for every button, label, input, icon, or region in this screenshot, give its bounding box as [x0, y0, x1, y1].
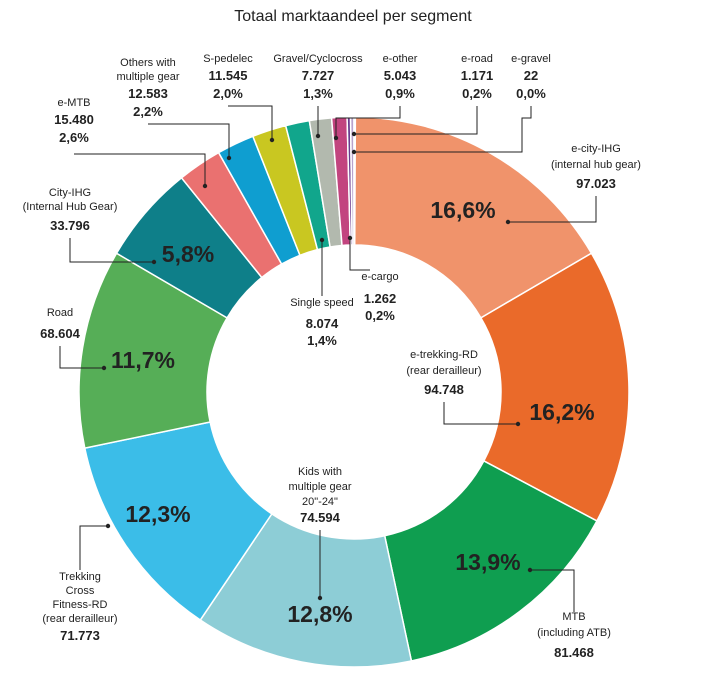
label-e-road-name-0: e-road	[461, 53, 493, 65]
label-mtb-including-atb-percent: 13,9%	[455, 549, 520, 575]
leader-trekking-cross-fitness-rd-rear-derailleur	[79, 525, 108, 570]
label-e-cargo-value: 1.262	[364, 291, 397, 306]
label-trekking-cross-fitness-rd-rear-derailleur-name-3: (rear derailleur)	[42, 613, 117, 625]
label-city-ihg-internal-hub-gear-name-0: City-IHG	[49, 187, 91, 199]
label-single-speed-name-0: Single speed	[290, 297, 354, 309]
donut-slices	[78, 116, 630, 668]
slice-e-city-ihg-internal-hub-gear	[353, 116, 593, 319]
leader-kids-with-multiple-gear-20-24-dot	[317, 595, 323, 601]
leader-lines	[59, 105, 597, 612]
leader-road-dot	[101, 365, 107, 371]
label-trekking-cross-fitness-rd-rear-derailleur-name-0: Trekking	[59, 571, 101, 583]
label-e-gravel-percent: 0,0%	[516, 86, 546, 101]
label-e-mtb-percent: 2,6%	[59, 130, 89, 145]
label-e-gravel-name-0: e-gravel	[511, 53, 551, 65]
leader-e-road	[354, 106, 478, 135]
label-others-with-multiple-gear-value: 12.583	[128, 86, 168, 101]
label-road-value: 68.604	[40, 326, 81, 341]
leader-e-other-dot	[333, 135, 339, 141]
label-e-city-ihg-internal-hub-gear-percent: 16,6%	[430, 197, 495, 223]
leader-e-cargo-dot	[347, 235, 353, 241]
label-others-with-multiple-gear-name-0: Others with	[120, 57, 176, 69]
label-trekking-cross-fitness-rd-rear-derailleur-percent: 12,3%	[125, 501, 190, 527]
label-gravel-cyclocross-value: 7.727	[302, 68, 335, 83]
label-single-speed-percent: 1,4%	[307, 333, 337, 348]
leader-city-ihg-internal-hub-gear	[69, 238, 154, 263]
leader-e-mtb-dot	[202, 183, 208, 189]
leader-others-with-multiple-gear	[148, 123, 230, 158]
label-s-pedelec-name-0: S-pedelec	[203, 53, 253, 65]
label-mtb-including-atb-name-0: MTB	[562, 611, 585, 623]
label-road-name-0: Road	[47, 307, 73, 319]
label-e-road-percent: 0,2%	[462, 86, 492, 101]
label-e-other-value: 5.043	[384, 68, 417, 83]
label-mtb-including-atb-value: 81.468	[554, 645, 594, 660]
label-kids-with-multiple-gear-20-24-name-1: multiple gear	[289, 481, 352, 493]
label-trekking-cross-fitness-rd-rear-derailleur-name-1: Cross	[66, 585, 95, 597]
label-e-cargo-percent: 0,2%	[365, 308, 395, 323]
label-e-mtb-value: 15.480	[54, 112, 94, 127]
label-trekking-cross-fitness-rd-rear-derailleur-name-2: Fitness-RD	[52, 599, 107, 611]
leader-s-pedelec	[228, 105, 273, 140]
label-e-cargo-name-0: e-cargo	[361, 271, 398, 283]
leader-s-pedelec-dot	[269, 137, 275, 143]
leader-trekking-cross-fitness-rd-rear-derailleur-dot	[105, 523, 111, 529]
leader-e-city-ihg-internal-hub-gear	[508, 196, 597, 223]
label-city-ihg-internal-hub-gear-percent: 5,8%	[162, 241, 214, 267]
label-e-mtb-name-0: e-MTB	[58, 97, 91, 109]
leader-e-gravel-dot	[351, 149, 357, 155]
label-gravel-cyclocross-name-0: Gravel/Cyclocross	[273, 53, 363, 65]
chart-title: Totaal marktaandeel per segment	[234, 8, 472, 25]
label-e-trekking-rd-rear-derailleur-name-1: (rear derailleur)	[406, 365, 481, 377]
leader-gravel-cyclocross-dot	[315, 133, 321, 139]
leader-others-with-multiple-gear-dot	[226, 155, 232, 161]
slice-mtb-including-atb	[383, 459, 598, 662]
label-kids-with-multiple-gear-20-24-name-2: 20"-24"	[302, 496, 338, 508]
label-kids-with-multiple-gear-20-24-percent: 12,8%	[287, 601, 352, 627]
leader-e-gravel	[354, 106, 532, 153]
label-e-road-value: 1.171	[461, 68, 494, 83]
label-kids-with-multiple-gear-20-24-name-0: Kids with	[298, 466, 342, 478]
label-gravel-cyclocross-percent: 1,3%	[303, 86, 333, 101]
label-e-trekking-rd-rear-derailleur-value: 94.748	[424, 382, 464, 397]
leader-e-city-ihg-internal-hub-gear-dot	[505, 219, 511, 225]
label-road-percent: 11,7%	[111, 347, 175, 373]
label-e-trekking-rd-rear-derailleur-percent: 16,2%	[529, 399, 594, 425]
label-single-speed-value: 8.074	[306, 316, 339, 331]
label-city-ihg-internal-hub-gear-name-1: (Internal Hub Gear)	[23, 201, 118, 213]
leader-mtb-including-atb	[530, 569, 575, 612]
leader-road	[59, 346, 104, 369]
leader-e-cargo	[349, 238, 370, 271]
label-e-trekking-rd-rear-derailleur-name-0: e-trekking-RD	[410, 349, 478, 361]
label-e-gravel-value: 22	[524, 68, 538, 83]
label-kids-with-multiple-gear-20-24-value: 74.594	[300, 510, 341, 525]
leader-single-speed-dot	[319, 237, 325, 243]
label-mtb-including-atb-name-1: (including ATB)	[537, 627, 611, 639]
label-e-other-percent: 0,9%	[385, 86, 415, 101]
leader-e-trekking-rd-rear-derailleur	[443, 402, 518, 425]
leader-e-other	[335, 106, 401, 138]
slice-e-gravel	[353, 116, 357, 246]
label-city-ihg-internal-hub-gear-value: 33.796	[50, 218, 90, 233]
label-e-other-name-0: e-other	[383, 53, 418, 65]
label-e-city-ihg-internal-hub-gear-name-1: (internal hub gear)	[551, 159, 641, 171]
leader-e-mtb	[74, 153, 206, 186]
slice-e-trekking-rd-rear-derailleur	[479, 252, 630, 522]
leader-city-ihg-internal-hub-gear-dot	[151, 259, 157, 265]
leader-e-road-dot	[351, 131, 357, 137]
label-e-city-ihg-internal-hub-gear-value: 97.023	[576, 176, 616, 191]
label-trekking-cross-fitness-rd-rear-derailleur-value: 71.773	[60, 628, 100, 643]
label-s-pedelec-percent: 2,0%	[213, 86, 243, 101]
slice-labels: e-city-IHG (internal hub gear) 97.023 16,6%…	[23, 53, 641, 660]
leader-e-trekking-rd-rear-derailleur-dot	[515, 421, 521, 427]
label-s-pedelec-value: 11.545	[208, 68, 247, 83]
label-others-with-multiple-gear-name-1: multiple gear	[117, 71, 180, 83]
label-others-with-multiple-gear-percent: 2,2%	[133, 104, 163, 119]
leader-mtb-including-atb-dot	[527, 567, 533, 573]
label-e-city-ihg-internal-hub-gear-name-0: e-city-IHG	[571, 143, 621, 155]
